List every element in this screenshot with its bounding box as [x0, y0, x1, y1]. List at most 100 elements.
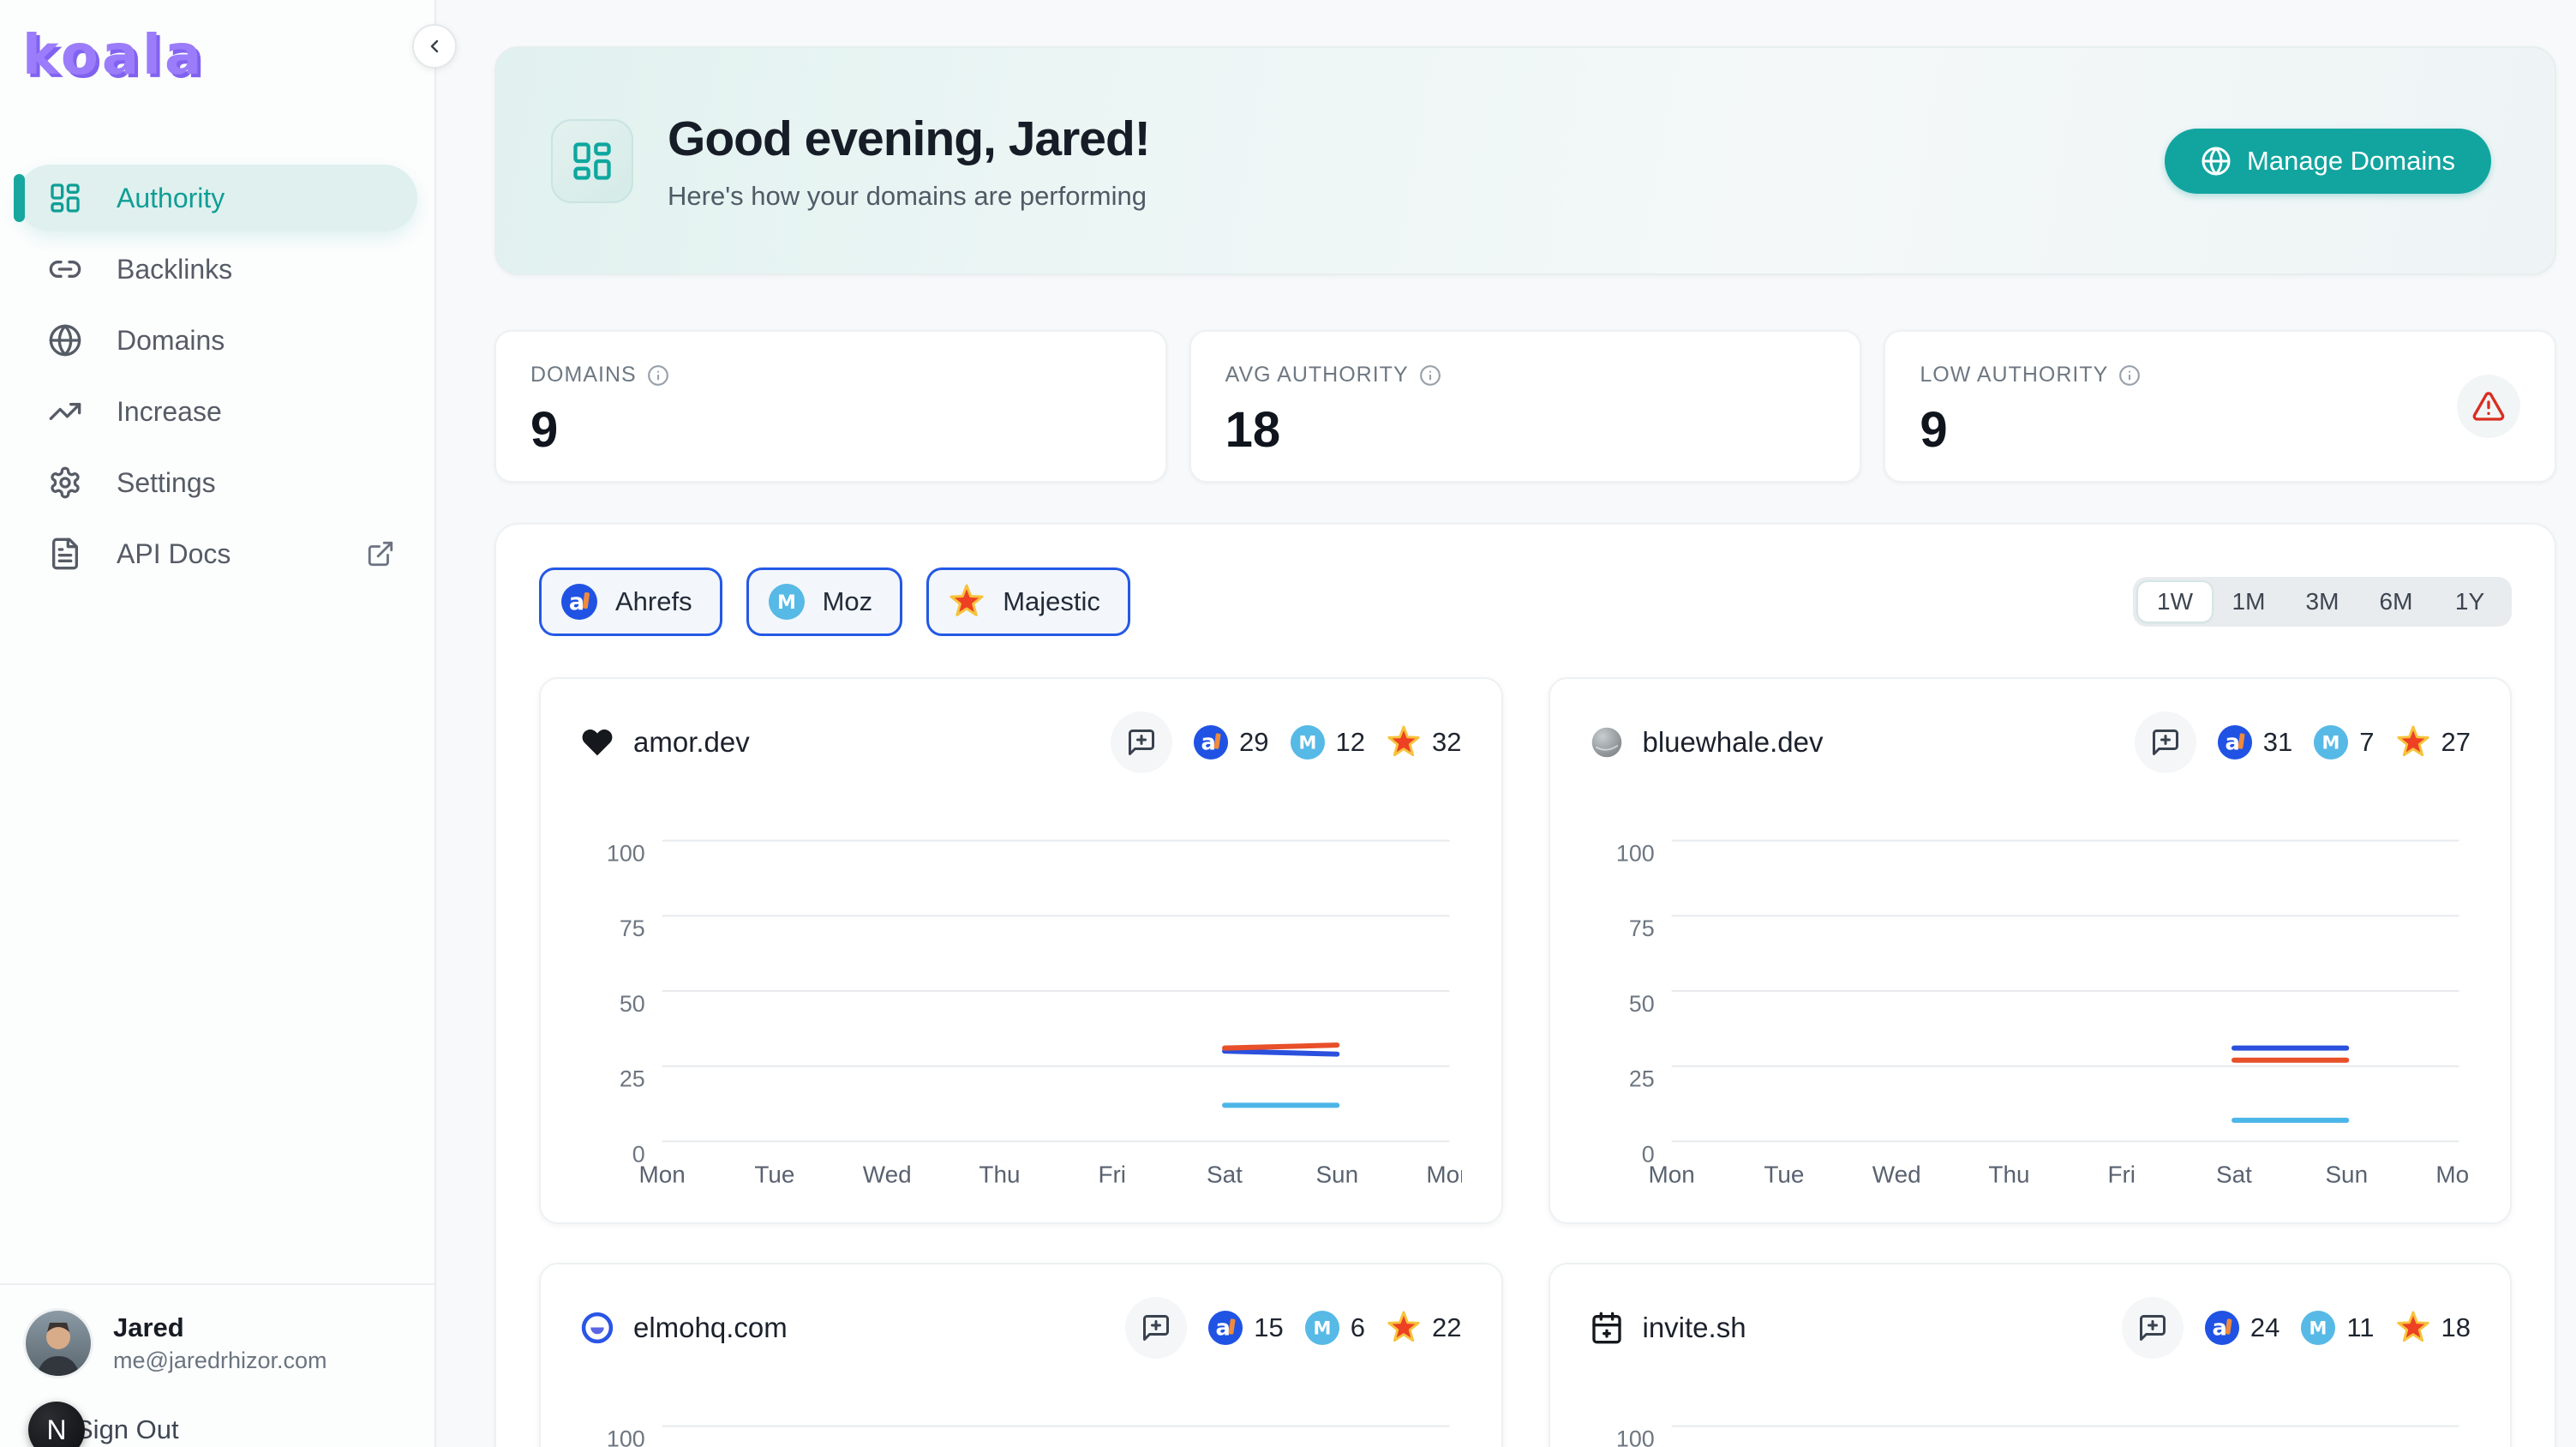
svg-text:M: M	[2322, 733, 2340, 754]
sidebar-item-label: Settings	[117, 466, 216, 498]
sign-out-label: Sign Out	[75, 1414, 179, 1444]
sidebar-item-authority[interactable]: Authority	[14, 165, 417, 231]
sidebar-item-label: Domains	[117, 324, 225, 356]
ahrefs-icon: a	[1207, 1310, 1243, 1346]
globe-icon	[48, 323, 82, 357]
provider-chip-majestic[interactable]: Majestic	[926, 567, 1130, 636]
whale-icon	[1590, 725, 1624, 760]
moz-icon: M	[2300, 1310, 2336, 1346]
range-button-1y[interactable]: 1Y	[2454, 588, 2485, 615]
domain-card-invite-sh: invite.sh a 24 M 11 18 0255075100MonTueWedTh…	[1548, 1263, 2512, 1447]
greeting-subtitle: Here's how your domains are performing	[668, 180, 1147, 211]
active-indicator-bar	[14, 174, 25, 222]
score-value: 15	[1254, 1312, 1284, 1342]
welcome-text: Good evening, Jared! Here's how your dom…	[668, 111, 1151, 212]
provider-chip-ahrefs[interactable]: a Ahrefs	[539, 567, 722, 636]
avatar	[26, 1311, 91, 1376]
majestic-icon	[1386, 724, 1422, 760]
info-icon[interactable]	[647, 364, 669, 387]
svg-text:a: a	[2225, 730, 2239, 756]
sidebar: koala Authority Backlinks Domains Increa…	[0, 0, 436, 1447]
authority-chart: 0 25 50 75 100 Mon Tue Wed Thu Fri Sat Sun Mon	[1615, 839, 2471, 1187]
message-square-plus-icon	[1126, 727, 1157, 758]
ahrefs-icon: a	[560, 583, 598, 621]
stats-row: DOMAINS 9 AVG AUTHORITY 18 LOW AUTHORITY	[494, 330, 2557, 483]
ahrefs-icon: a	[2204, 1310, 2240, 1346]
provider-chip-moz[interactable]: M Moz	[746, 567, 903, 636]
add-note-button[interactable]	[1111, 711, 1173, 773]
score-value: 11	[2346, 1312, 2375, 1342]
stat-value: 9	[530, 402, 559, 458]
score-moz: M 12	[1290, 724, 1365, 760]
domain-cards-grid: amor.dev a 29 M 12 32 0 25 50 75 100 Mon Tue Wed Thu…	[539, 677, 2512, 1447]
majestic-icon	[2395, 724, 2431, 760]
add-note-button[interactable]	[2134, 711, 2196, 773]
score-value: 31	[2262, 727, 2293, 757]
sign-out-button[interactable]: N Sign Out	[26, 1400, 409, 1447]
score-value: 22	[1432, 1312, 1462, 1342]
calendar-plus-icon	[1590, 1311, 1624, 1345]
sidebar-item-settings[interactable]: Settings	[17, 449, 417, 516]
sidebar-nav: Authority Backlinks Domains Increase Set…	[14, 165, 417, 587]
range-button-1w[interactable]: 1W	[2138, 582, 2212, 621]
sidebar-item-domains[interactable]: Domains	[17, 307, 417, 374]
sidebar-item-api-docs[interactable]: API Docs	[17, 520, 417, 587]
stat-label: DOMAINS	[530, 363, 637, 387]
stat-label: AVG AUTHORITY	[1225, 363, 1409, 387]
manage-domains-button[interactable]: Manage Domains	[2165, 128, 2491, 194]
domain-card-amor-dev: amor.dev a 29 M 12 32 0 25 50 75 100 Mon Tue Wed Thu…	[539, 677, 1503, 1224]
sidebar-item-label: API Docs	[117, 537, 231, 569]
info-icon[interactable]	[1419, 364, 1441, 387]
stat-card-low-authority: LOW AUTHORITY 9	[1884, 330, 2557, 483]
dashboard-icon	[48, 181, 82, 215]
stat-value: 18	[1225, 402, 1281, 458]
add-note-button[interactable]	[1125, 1297, 1188, 1359]
svg-text:a: a	[2212, 1316, 2226, 1342]
sidebar-item-increase[interactable]: Increase	[17, 378, 417, 445]
sidebar-collapse-button[interactable]	[412, 24, 457, 69]
domain-card-elmohq-com: elmohq.com a 15 M6 22 0255075100MonTueWedTh…	[539, 1263, 1503, 1447]
svg-text:Thu: Thu	[1988, 1161, 2029, 1187]
add-note-button[interactable]	[2121, 1297, 2184, 1359]
user-email: me@jaredrhizor.com	[113, 1348, 327, 1373]
moz-icon: M	[1304, 1310, 1340, 1346]
score-value: 24	[2250, 1312, 2280, 1342]
ahrefs-icon: a	[1193, 724, 1229, 760]
score-majestic: 22	[1386, 1310, 1462, 1346]
domain-card-bluewhale-dev: bluewhale.dev a 31 M 7 27 0 25 50 75 100 Mon Tue We…	[1548, 677, 2512, 1224]
domain-name: bluewhale.dev	[1642, 726, 1824, 758]
provider-chip-label: Ahrefs	[615, 586, 692, 616]
svg-text:M: M	[777, 592, 796, 614]
message-square-plus-icon	[2150, 727, 2181, 758]
link-icon	[48, 252, 82, 286]
range-button-3m[interactable]: 3M	[2305, 588, 2339, 615]
svg-text:a: a	[569, 589, 584, 615]
svg-text:M: M	[2309, 1318, 2327, 1339]
score-value: 29	[1239, 727, 1269, 757]
domain-name: elmohq.com	[633, 1312, 788, 1343]
svg-text:Mon: Mon	[1426, 1161, 1461, 1187]
svg-text:Wed: Wed	[863, 1161, 912, 1187]
score-value: 7	[2359, 727, 2375, 757]
svg-text:Mon: Mon	[2435, 1161, 2471, 1187]
info-icon[interactable]	[2118, 364, 2141, 387]
svg-text:Sun: Sun	[1315, 1161, 1358, 1187]
svg-text:100: 100	[1615, 841, 1654, 867]
trending-up-icon	[48, 394, 82, 429]
nextjs-dev-badge[interactable]: N	[28, 1402, 85, 1447]
external-link-icon	[366, 539, 395, 568]
moz-icon: M	[768, 583, 806, 621]
svg-text:Sat: Sat	[2216, 1161, 2252, 1187]
user-info: Jared me@jaredrhizor.com	[113, 1312, 327, 1374]
range-button-6m[interactable]: 6M	[2379, 588, 2413, 615]
sidebar-item-backlinks[interactable]: Backlinks	[17, 236, 417, 303]
score-majestic: 18	[2395, 1310, 2471, 1346]
provider-filters: a Ahrefs M Moz Majestic	[539, 567, 1130, 636]
range-button-1m[interactable]: 1M	[2232, 588, 2266, 615]
svg-text:Tue: Tue	[754, 1161, 794, 1187]
gear-icon	[48, 465, 82, 500]
panel-toolbar: a Ahrefs M Moz Majestic 1W 1M 3M 6M 1Y	[539, 567, 2512, 636]
svg-text:100: 100	[1615, 1426, 1654, 1447]
heart-icon	[580, 725, 614, 760]
